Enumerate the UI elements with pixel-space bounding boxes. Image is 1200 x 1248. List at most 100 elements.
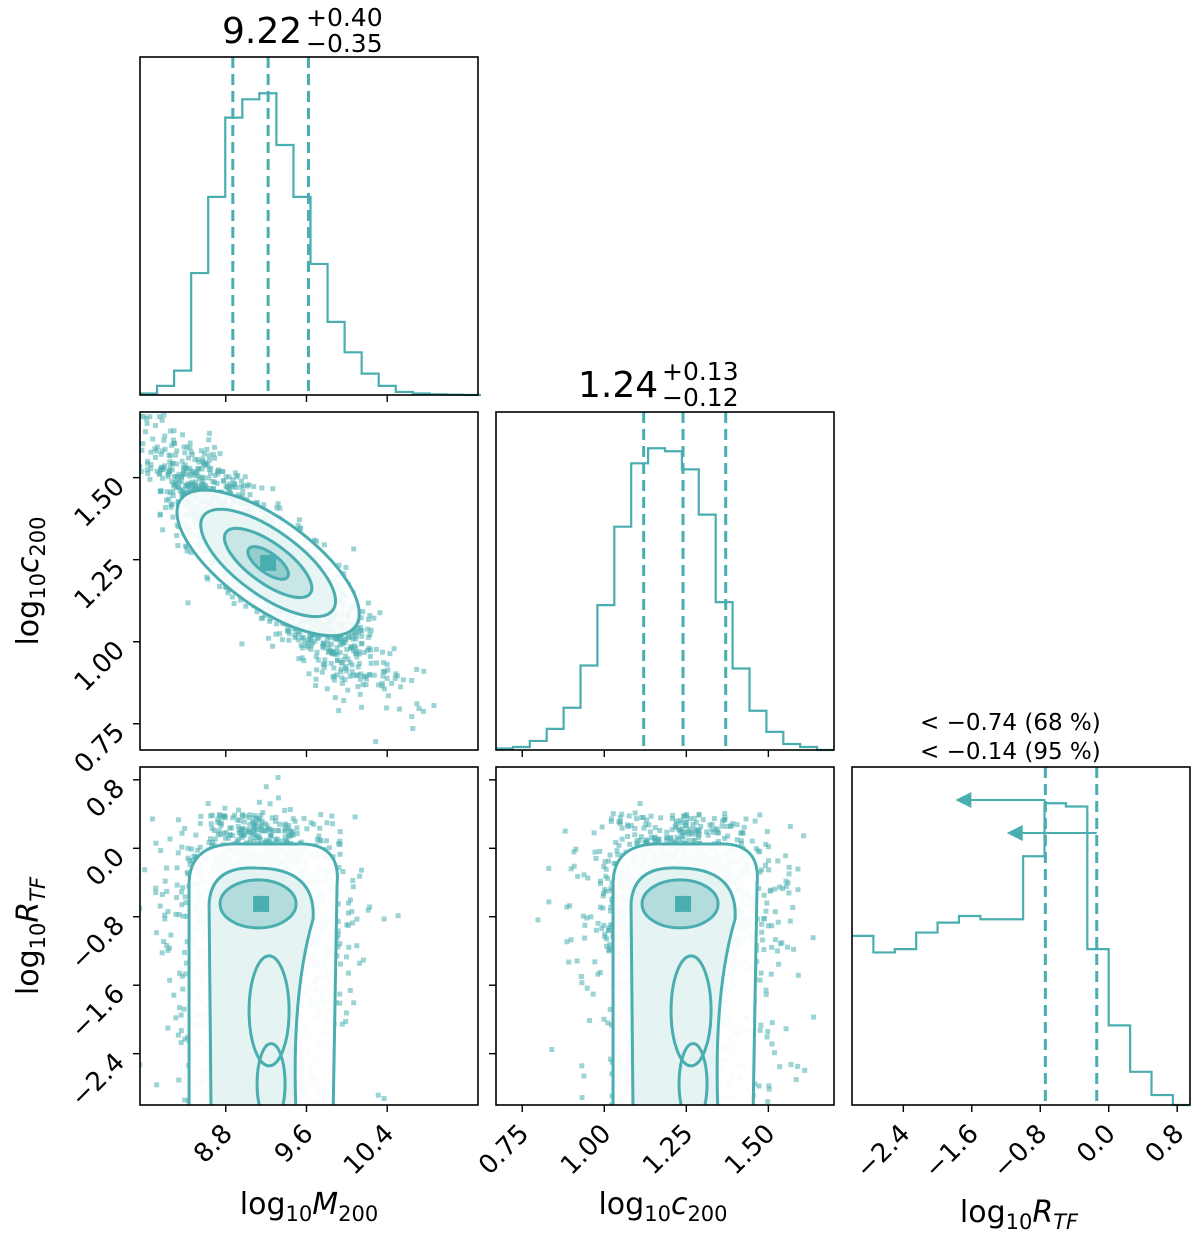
joint-m200-rtf-point: [284, 825, 290, 831]
joint-m200-c200-point: [373, 646, 379, 652]
joint-m200-rtf-point: [335, 918, 341, 924]
joint-m200-rtf-point: [206, 840, 212, 846]
joint-c200-rtf-point: [769, 923, 775, 929]
joint-m200-rtf-point: [165, 1025, 171, 1031]
joint-m200-c200-point: [159, 448, 165, 454]
joint-m200-c200-point: [190, 471, 196, 477]
joint-m200-c200-point: [267, 618, 273, 624]
joint-c200-rtf-point: [795, 972, 801, 978]
joint-m200-c200-point: [160, 527, 166, 533]
joint-m200-c200-point: [184, 548, 190, 554]
joint-m200-rtf-point: [317, 837, 323, 843]
joint-m200-c200-point: [347, 673, 353, 679]
joint-c200-rtf-point: [578, 974, 584, 980]
joint-m200-c200-point: [327, 634, 333, 640]
joint-m200-rtf-point: [268, 832, 274, 838]
joint-c200-rtf-point: [599, 926, 605, 932]
joint-m200-rtf-point: [274, 839, 280, 845]
joint-m200-rtf-point: [247, 836, 253, 842]
joint-c200-rtf-point: [617, 815, 623, 821]
joint-m200-c200-point: [225, 590, 231, 596]
joint-m200-c200-point: [338, 669, 344, 675]
joint-m200-c200-point: [354, 654, 360, 660]
joint-m200-c200-point: [159, 475, 165, 481]
joint-m200-c200-point: [152, 423, 158, 429]
joint-m200-rtf-point: [217, 813, 223, 819]
joint-m200-c200-point: [232, 481, 238, 487]
joint-c200-rtf-point: [679, 826, 685, 832]
joint-m200-rtf-point: [337, 829, 343, 835]
joint-m200-rtf-point: [395, 913, 401, 919]
joint-m200-c200-point: [140, 447, 145, 453]
joint-m200-c200-point: [373, 660, 379, 666]
joint-m200-c200-point: [207, 457, 213, 463]
joint-m200-rtf-point: [266, 838, 272, 844]
joint-m200-rtf-point: [197, 844, 203, 850]
joint-c200-rtf-point: [571, 849, 577, 855]
joint-m200-rtf-point: [140, 905, 143, 911]
joint-m200-rtf-point: [134, 968, 139, 973]
joint-m200-c200-point: [367, 612, 373, 618]
joint-m200-c200-point: [352, 630, 358, 636]
joint-m200-rtf-point: [260, 810, 266, 816]
joint-m200-rtf-point: [258, 813, 264, 819]
joint-m200-rtf-point: [185, 845, 191, 851]
joint-m200-rtf-point: [140, 1062, 143, 1068]
joint-m200-c200-point: [358, 671, 364, 677]
joint-c200-rtf-point: [607, 1006, 613, 1012]
joint-m200-rtf-point: [298, 839, 304, 845]
joint-m200-c200-point: [143, 416, 149, 422]
joint-m200-c200-point: [334, 636, 340, 642]
joint-m200-c200-point: [99, 463, 104, 468]
joint-m200-c200-point: [195, 457, 201, 463]
joint-m200-rtf-point: [225, 835, 231, 841]
joint-m200-c200-point: [343, 664, 349, 670]
joint-m200-c200-point: [334, 645, 340, 651]
joint-m200-c200-point: [211, 486, 217, 492]
joint-m200-c200-point: [152, 446, 158, 452]
joint-c200-rtf-point: [756, 885, 762, 891]
joint-m200-rtf-point: [153, 840, 159, 846]
joint-m200-c200-point: [382, 669, 388, 675]
joint-m200-c200-point: [420, 708, 426, 714]
joint-m200-c200-point: [247, 492, 253, 498]
joint-m200-c200-point: [210, 479, 216, 485]
joint-m200-c200-point: [314, 649, 320, 655]
joint-m200-rtf-point: [175, 1032, 181, 1038]
joint-m200-rtf-point: [210, 839, 216, 845]
joint-m200-c200-point: [166, 496, 172, 502]
joint-m200-c200-point: [349, 630, 355, 636]
joint-m200-c200-point: [330, 651, 336, 657]
joint-c200-rtf-point: [603, 866, 609, 872]
joint-m200-c200-point: [273, 631, 279, 637]
joint-m200-c200-point: [170, 489, 176, 495]
joint-m200-c200-point: [366, 634, 372, 640]
joint-m200-c200-point: [182, 450, 188, 456]
joint-c200-rtf-point: [579, 1095, 585, 1101]
joint-m200-c200-point: [57, 353, 62, 358]
joint-m200-c200-point: [306, 671, 312, 677]
joint-m200-c200-point: [173, 461, 179, 467]
joint-m200-rtf-point: [367, 904, 373, 910]
joint-m200-c200-point: [351, 643, 357, 649]
joint-m200-c200-point: [335, 658, 341, 664]
joint-m200-rtf-point: [266, 826, 272, 832]
joint-m200-rtf-point: [176, 912, 182, 918]
joint-c200-rtf-point: [696, 832, 702, 838]
joint-m200-rtf-point: [153, 890, 159, 896]
joint-m200-c200-point: [334, 672, 340, 678]
joint-m200-c200-point: [162, 446, 168, 452]
joint-m200-rtf-point: [282, 834, 288, 840]
joint-m200-c200-point: [295, 637, 301, 643]
joint-c200-rtf-point: [608, 1022, 614, 1028]
joint-m200-rtf-point: [343, 954, 349, 960]
joint-m200-rtf-point: [247, 815, 253, 821]
joint-m200-rtf-point: [254, 815, 260, 821]
joint-m200-c200-point: [305, 640, 311, 646]
joint-m200-c200-point: [261, 502, 267, 508]
joint-m200-c200-point: [373, 739, 379, 745]
joint-m200-c200-point: [112, 468, 117, 473]
joint-m200-c200-point: [356, 630, 362, 636]
joint-m200-c200-point: [202, 482, 208, 488]
joint-m200-c200-point: [179, 491, 185, 497]
